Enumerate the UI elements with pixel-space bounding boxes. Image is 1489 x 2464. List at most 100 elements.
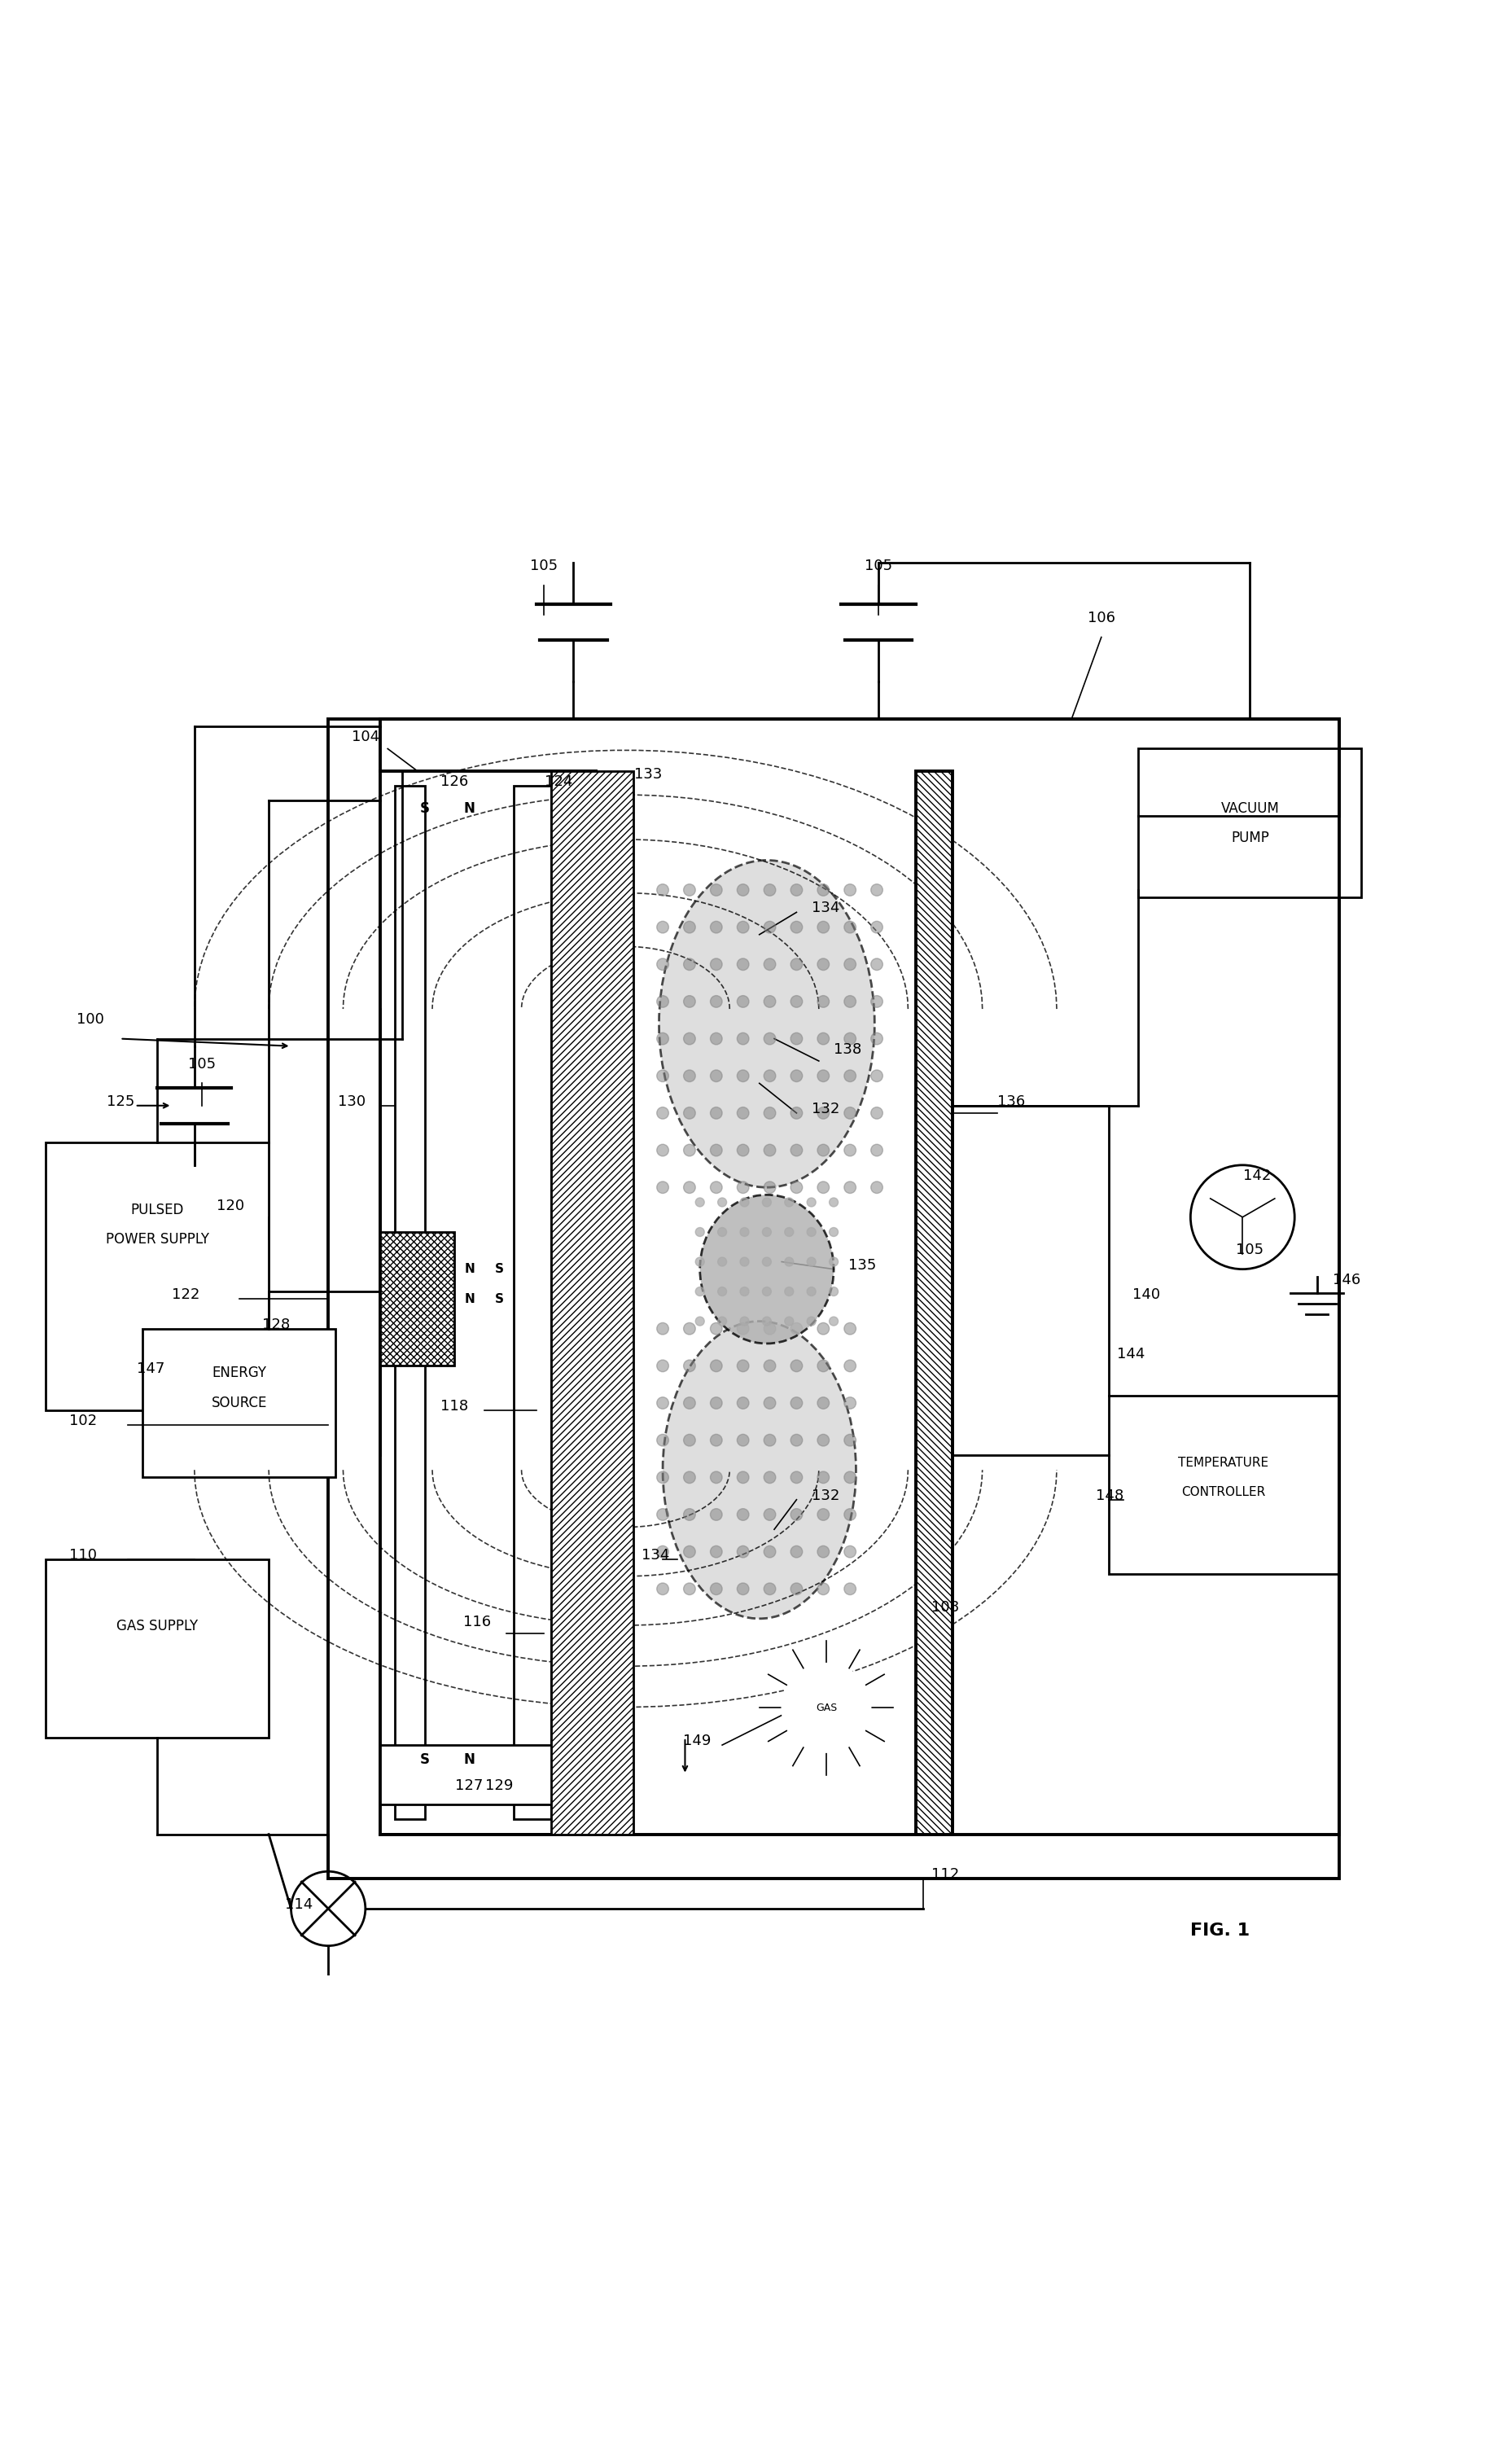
Text: SOURCE: SOURCE (211, 1395, 267, 1409)
Circle shape (737, 1069, 749, 1082)
Text: S: S (420, 801, 430, 816)
Circle shape (710, 1397, 722, 1409)
Circle shape (764, 958, 776, 971)
Circle shape (710, 995, 722, 1008)
Text: 118: 118 (441, 1400, 469, 1414)
Circle shape (844, 885, 856, 897)
Circle shape (817, 1032, 829, 1045)
Circle shape (791, 1582, 803, 1594)
Text: 105: 105 (1236, 1242, 1264, 1257)
Circle shape (737, 1180, 749, 1193)
Circle shape (844, 1545, 856, 1557)
Circle shape (844, 1143, 856, 1156)
Circle shape (710, 1032, 722, 1045)
Circle shape (657, 1545, 669, 1557)
Circle shape (817, 1106, 829, 1119)
Text: 132: 132 (812, 1488, 840, 1503)
Circle shape (791, 1545, 803, 1557)
Circle shape (844, 1180, 856, 1193)
Text: 126: 126 (441, 774, 469, 788)
Text: 110: 110 (68, 1547, 97, 1562)
Circle shape (871, 885, 883, 897)
Circle shape (718, 1257, 727, 1266)
Circle shape (710, 885, 722, 897)
Circle shape (791, 1143, 803, 1156)
Circle shape (762, 1227, 771, 1237)
Text: N: N (463, 1752, 475, 1767)
Circle shape (844, 1471, 856, 1483)
Text: 122: 122 (173, 1289, 200, 1301)
Circle shape (657, 1143, 669, 1156)
Circle shape (871, 995, 883, 1008)
Circle shape (683, 1323, 695, 1335)
Text: S: S (420, 1752, 430, 1767)
Circle shape (817, 1434, 829, 1446)
Circle shape (657, 1434, 669, 1446)
Circle shape (871, 922, 883, 934)
Circle shape (829, 1198, 838, 1207)
Circle shape (791, 958, 803, 971)
Circle shape (844, 1434, 856, 1446)
Text: 136: 136 (998, 1094, 1024, 1109)
Circle shape (764, 885, 776, 897)
Circle shape (785, 1198, 794, 1207)
Circle shape (657, 1397, 669, 1409)
Text: S: S (494, 1264, 503, 1276)
Text: S: S (494, 1294, 503, 1306)
Text: GAS: GAS (816, 1703, 837, 1712)
Text: 125: 125 (107, 1094, 135, 1109)
Circle shape (844, 1360, 856, 1372)
Circle shape (791, 1032, 803, 1045)
Circle shape (807, 1257, 816, 1266)
Circle shape (844, 1032, 856, 1045)
Text: 138: 138 (834, 1042, 862, 1057)
Circle shape (718, 1227, 727, 1237)
Text: 106: 106 (1087, 611, 1115, 626)
Circle shape (683, 1032, 695, 1045)
Circle shape (764, 1069, 776, 1082)
Circle shape (844, 958, 856, 971)
Text: 105: 105 (530, 559, 558, 574)
Text: CONTROLLER: CONTROLLER (1181, 1486, 1266, 1498)
Circle shape (710, 1323, 722, 1335)
Bar (328, 719, 1339, 1880)
Circle shape (817, 995, 829, 1008)
Text: 148: 148 (1096, 1488, 1124, 1503)
Circle shape (657, 958, 669, 971)
Circle shape (791, 1180, 803, 1193)
Circle shape (683, 1069, 695, 1082)
Circle shape (737, 922, 749, 934)
Circle shape (740, 1227, 749, 1237)
Circle shape (764, 1508, 776, 1520)
Circle shape (785, 1257, 794, 1266)
Text: TEMPERATURE: TEMPERATURE (1178, 1456, 1269, 1469)
Circle shape (764, 1360, 776, 1372)
Circle shape (695, 1257, 704, 1266)
Circle shape (683, 1397, 695, 1409)
Circle shape (844, 922, 856, 934)
Circle shape (740, 1257, 749, 1266)
Text: N: N (465, 1294, 475, 1306)
Bar (380, 771, 596, 1833)
Circle shape (785, 1286, 794, 1296)
Circle shape (657, 922, 669, 934)
Text: N: N (465, 1264, 475, 1276)
Circle shape (683, 995, 695, 1008)
Text: 105: 105 (188, 1057, 216, 1072)
Circle shape (657, 1582, 669, 1594)
Circle shape (807, 1227, 816, 1237)
Circle shape (737, 1106, 749, 1119)
Circle shape (871, 1180, 883, 1193)
Text: 133: 133 (634, 766, 661, 781)
Circle shape (718, 1316, 727, 1326)
Text: 100: 100 (76, 1013, 104, 1027)
Circle shape (844, 1508, 856, 1520)
Circle shape (764, 1032, 776, 1045)
Circle shape (807, 1198, 816, 1207)
Circle shape (871, 1143, 883, 1156)
Circle shape (871, 958, 883, 971)
Circle shape (785, 1227, 794, 1237)
Circle shape (683, 1471, 695, 1483)
Circle shape (764, 995, 776, 1008)
Circle shape (829, 1286, 838, 1296)
